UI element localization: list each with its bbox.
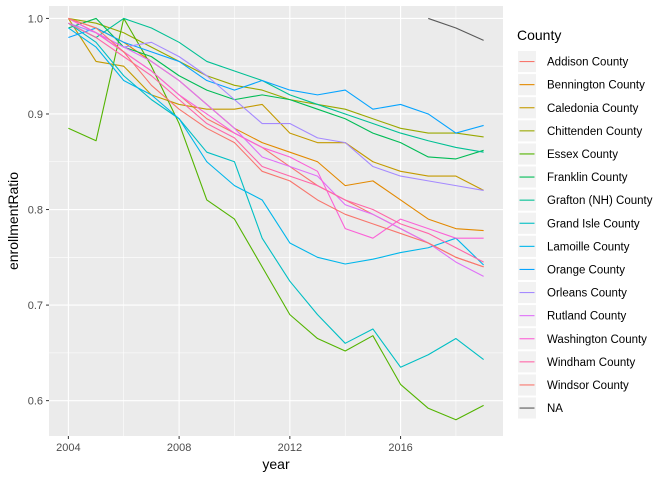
series-line-rutland-county [68,17,484,277]
legend-item-washington-county: Washington County [518,328,647,350]
series-line-orange-county [68,27,484,134]
series-line-windham-county [68,22,484,263]
y-tick-label: 1.0 [28,13,43,25]
series-line-orleans-county [68,22,484,191]
series-line-franklin-county [68,17,484,160]
legend-label: NA [547,403,563,415]
legend-label: Windham County [547,357,635,369]
series-line-na [428,17,484,41]
legend-title: County [517,27,561,43]
major-gridlines [49,6,503,436]
legend-item-rutland-county: Rutland County [518,305,627,327]
series-line-caledonia-county [67,18,484,191]
series-line-washington-county [68,17,484,239]
legend-label: Franklin County [547,172,628,184]
legend-item-windham-county: Windham County [518,351,635,373]
y-axis-title: enrollmentRatio [5,172,21,270]
series-lines [67,17,485,421]
legend-label: Bennington County [547,80,645,92]
legend-item-na: NA [518,397,563,419]
axes: 2004 2008 2012 2016 0.6 0.7 0.8 0.9 1.0 [28,13,413,454]
legend-item-grafton-nh-county: Grafton (NH) County [518,189,653,211]
y-tick-label: 0.9 [28,109,43,121]
legend-label: Essex County [547,149,618,161]
legend-label: Caledonia County [547,103,639,115]
series-line-essex-county [68,17,484,421]
legend-label: Addison County [547,57,628,69]
legend: County Addison County Bennington County Ca… [517,27,653,419]
series-line-windsor-county [68,17,484,268]
x-axis-title: year [262,456,290,472]
minor-gridlines [49,6,503,436]
series-line-grafton-nh-county [68,17,484,153]
legend-item-addison-county: Addison County [518,51,628,73]
series-line-lamoille-county [68,27,485,266]
x-tick-label: 2016 [388,442,412,454]
legend-label: Grafton (NH) County [547,195,653,207]
x-tick-label: 2004 [56,442,80,454]
legend-label: Rutland County [547,311,627,323]
legend-label: Windsor County [547,380,629,392]
legend-item-chittenden-county: Chittenden County [518,120,643,142]
legend-item-orange-county: Orange County [518,258,625,280]
y-tick-label: 0.6 [28,396,43,408]
y-tick-label: 0.8 [28,205,43,217]
legend-item-essex-county: Essex County [518,143,618,165]
plot-panel [49,6,503,436]
legend-item-lamoille-county: Lamoille County [518,235,630,257]
legend-item-caledonia-county: Caledonia County [518,97,639,119]
legend-item-grand-isle-county: Grand Isle County [518,212,640,234]
series-line-chittenden-county [68,17,484,138]
legend-item-orleans-county: Orleans County [518,282,627,304]
x-tick-label: 2008 [167,442,191,454]
y-tick-label: 0.7 [28,300,43,312]
legend-label: Grand Isle County [547,218,640,230]
legend-items: Addison County Bennington County Caledonia… [518,51,653,419]
legend-label: Washington County [547,334,647,346]
legend-label: Chittenden County [547,126,643,138]
legend-label: Orange County [547,264,625,276]
legend-item-franklin-county: Franklin County [518,166,628,188]
legend-label: Orleans County [547,288,627,300]
legend-item-bennington-county: Bennington County [518,74,645,96]
legend-item-windsor-county: Windsor County [518,374,629,396]
x-tick-label: 2012 [278,442,302,454]
legend-label: Lamoille County [547,241,630,253]
